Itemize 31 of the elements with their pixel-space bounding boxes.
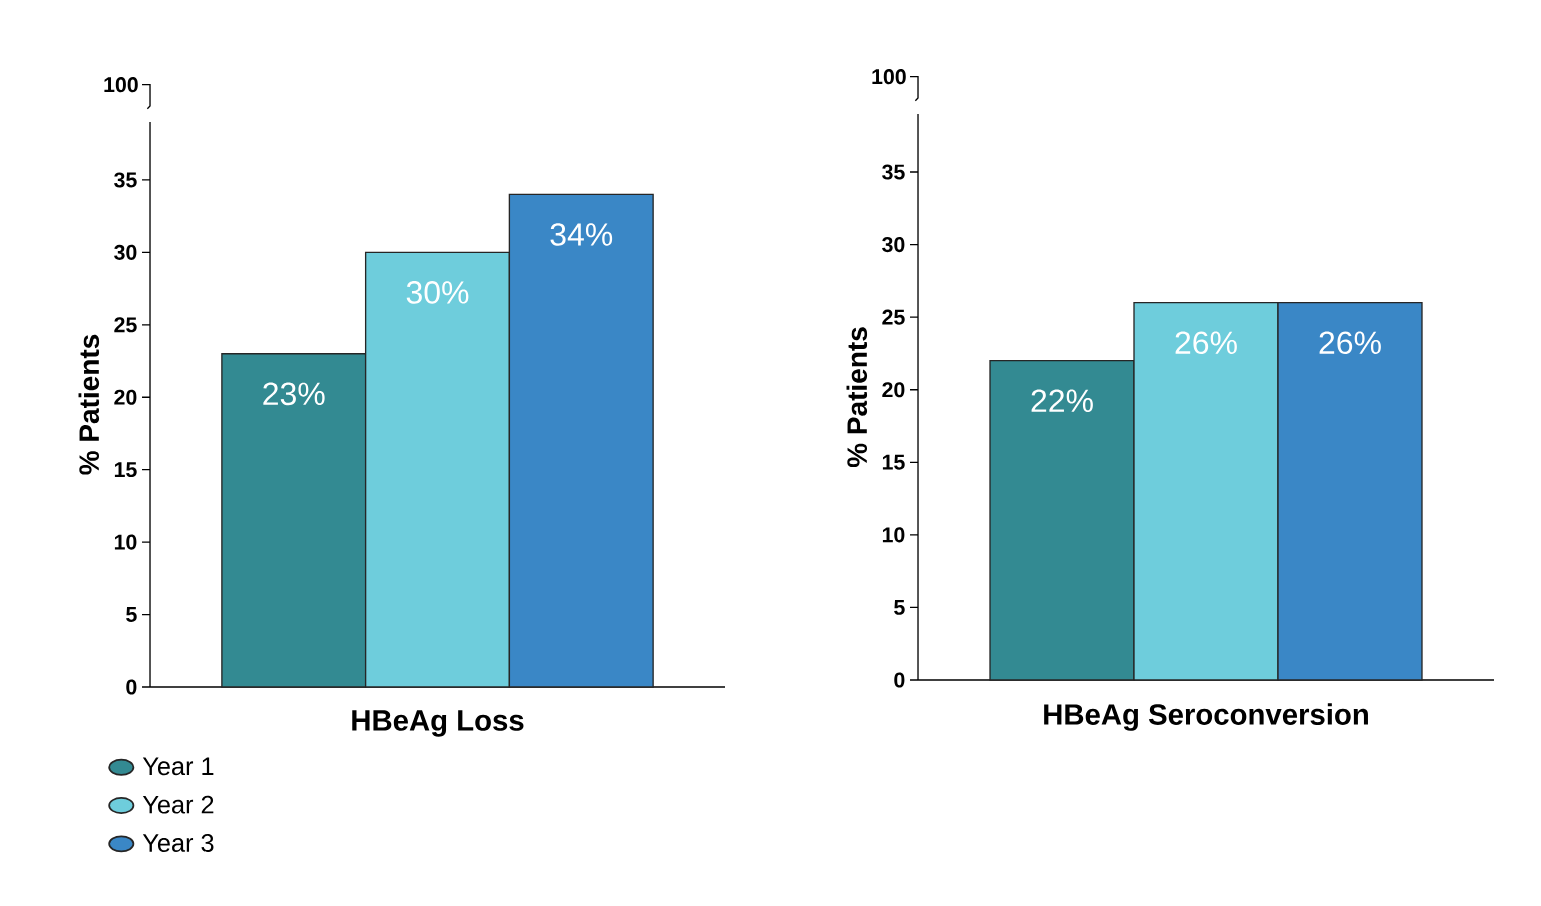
y-tick-label: 20 xyxy=(882,382,905,398)
y-tick-label: 5 xyxy=(126,607,137,622)
data-label: 30% xyxy=(406,281,469,304)
data-label: 22% xyxy=(1031,389,1093,412)
data-label: 34% xyxy=(550,223,613,246)
y-tick-label: 35 xyxy=(114,172,137,188)
legend-label: Year 3 xyxy=(142,834,214,852)
data-label: 26% xyxy=(1175,331,1237,355)
text: 100 xyxy=(872,69,906,85)
y-tick-label: 25 xyxy=(114,317,137,333)
y-axis-title: % Patients xyxy=(846,327,868,468)
y-tick-label: 30 xyxy=(882,237,905,253)
y-tick-label: 15 xyxy=(882,454,905,470)
y-tick-label: 20 xyxy=(114,389,137,405)
y-tick-label: 10 xyxy=(114,534,137,550)
data-label: 23% xyxy=(263,382,325,406)
y-tick-label: 5 xyxy=(894,599,905,615)
y-axis-title: % Patients xyxy=(78,334,100,475)
y-tick-label: 25 xyxy=(882,309,905,325)
y-tick-label: 0 xyxy=(894,672,905,688)
y-tick-label: 10 xyxy=(882,527,905,543)
x-axis-title: HBeAg Seroconversion xyxy=(1044,703,1368,731)
legend-label: Year 1 xyxy=(142,757,214,776)
y-tick-label: 30 xyxy=(114,244,137,260)
y-tick-label: 15 xyxy=(114,462,137,478)
x-axis-title: HBeAg Loss xyxy=(352,710,524,737)
y-tick-label: 35 xyxy=(882,164,905,180)
data-label: 26% xyxy=(1319,331,1381,355)
y-tick-label: 0 xyxy=(126,679,137,695)
legend-label: Year 2 xyxy=(142,795,214,814)
text: 100 xyxy=(104,77,138,93)
